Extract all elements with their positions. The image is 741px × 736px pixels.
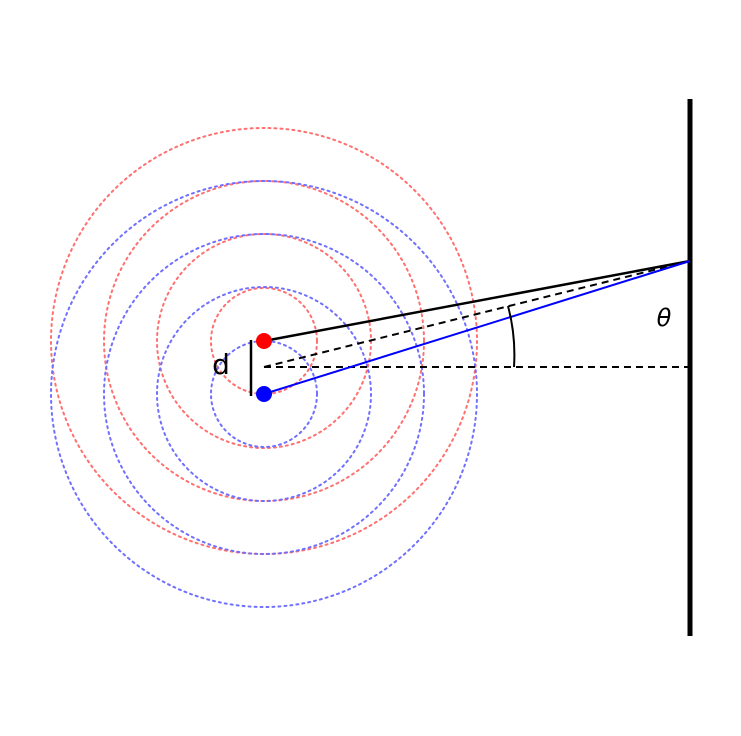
wavefront-bottom-3 [103,233,425,555]
wavefront-bottom-2 [156,286,372,502]
wavefront-bottom-4 [50,180,478,608]
wavefront-bottom-1 [210,340,318,448]
ray-bottom-source [263,260,691,395]
wavefront-top-4 [50,127,478,555]
ray-top-source [263,259,691,343]
red-dot-icon [256,333,272,349]
blue-dot-icon [256,386,272,402]
separation-label: d [212,348,230,381]
angle-arc [507,305,516,368]
wavefronts-bottom-source [50,180,478,608]
angle-label: θ [657,304,672,332]
center-ray-dashed [263,260,691,368]
